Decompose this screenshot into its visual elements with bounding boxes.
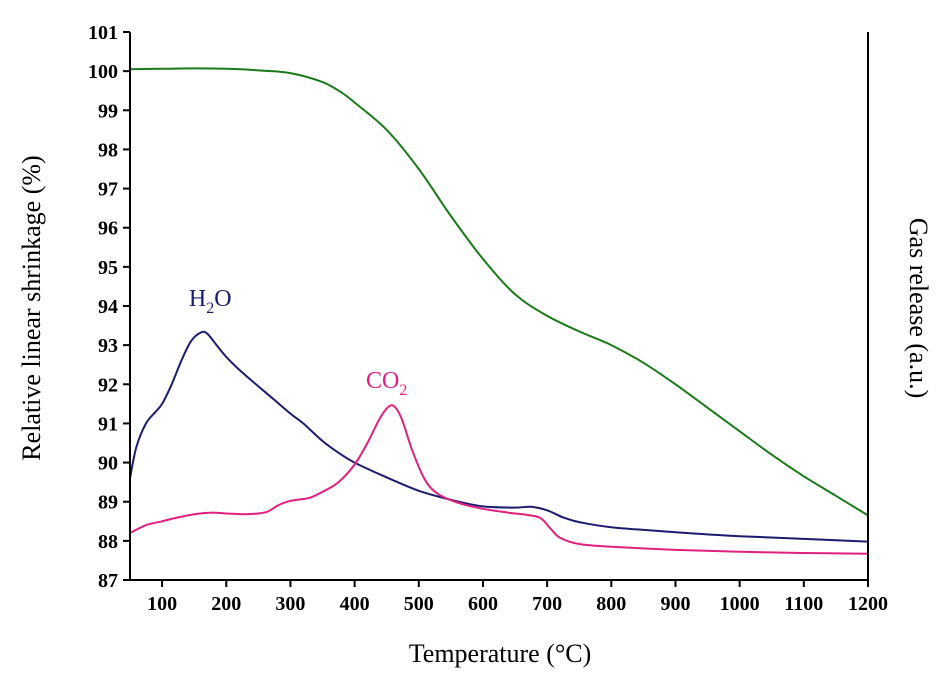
- y-tick-label: 94: [98, 296, 118, 318]
- y-tick-label: 88: [98, 531, 118, 553]
- y-tick-label: 93: [98, 335, 118, 357]
- y-tick-label: 101: [88, 22, 118, 44]
- annotations: H2O CO2: [189, 286, 407, 399]
- axes: [129, 32, 869, 581]
- y-tick-label: 97: [98, 179, 118, 201]
- y-tick-label: 91: [98, 413, 118, 435]
- y-tick-label: 99: [98, 100, 118, 122]
- y-tick-label: 100: [88, 61, 118, 83]
- x-tick-label: 300: [275, 593, 305, 615]
- ticks: 100 200 300 400 500 600 700 800 900 1000 1100 1200 8…: [88, 22, 888, 615]
- x-tick-label: 900: [660, 593, 690, 615]
- y-tick-label: 89: [98, 492, 118, 514]
- y-tick-label: 90: [98, 453, 118, 475]
- y-tick-label: 92: [98, 374, 118, 396]
- series-line-1: [129, 67, 869, 517]
- x-tick-label: 200: [211, 593, 241, 615]
- series-annotation: H2O: [189, 286, 232, 317]
- x-tick-label: 700: [532, 593, 562, 615]
- y-tick-label: 98: [98, 139, 118, 161]
- y-tick-label: 96: [98, 218, 118, 240]
- y-axis-title: Relative linear shrinkage (%): [17, 155, 46, 460]
- series-line-2: [129, 330, 869, 543]
- x-tick-label: 400: [340, 593, 370, 615]
- x-tick-label: 100: [147, 593, 177, 615]
- x-tick-label: 1200: [848, 593, 888, 615]
- y2-axis-title: Gas release (a.u.): [904, 218, 933, 398]
- x-tick-label: 600: [468, 593, 498, 615]
- x-axis-title: Temperature (°C): [409, 639, 592, 668]
- y-tick-label: 87: [98, 570, 118, 592]
- series-line-3: [129, 404, 869, 555]
- plot-lines: [129, 67, 869, 555]
- series-annotation: CO2: [366, 368, 407, 399]
- x-tick-label: 1000: [720, 593, 760, 615]
- x-tick-label: 800: [596, 593, 626, 615]
- x-tick-label: 1100: [784, 593, 823, 615]
- x-tick-label: 500: [404, 593, 434, 615]
- y-tick-label: 95: [98, 257, 118, 279]
